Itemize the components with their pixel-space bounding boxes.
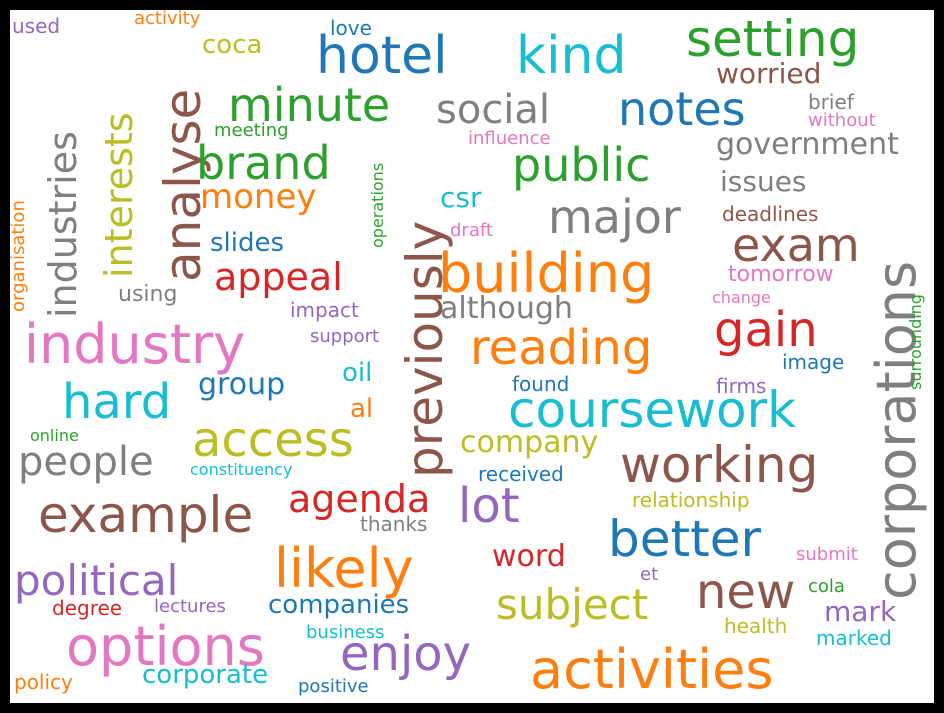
word-better: better	[608, 510, 762, 568]
word-subject: subject	[496, 580, 649, 629]
word-issues: issues	[720, 165, 807, 198]
word-exam: exam	[732, 218, 860, 272]
word-kind: kind	[516, 26, 627, 86]
word-lot: lot	[458, 478, 520, 534]
word-deadlines: deadlines	[722, 202, 819, 226]
word-word: word	[492, 539, 566, 574]
word-group: group	[198, 367, 286, 402]
word-mark: mark	[824, 595, 897, 628]
word-coca: coca	[202, 30, 263, 60]
word-reading: reading	[470, 320, 653, 376]
word-change: change	[712, 288, 771, 307]
word-minute: minute	[228, 78, 391, 132]
word-support: support	[310, 326, 380, 347]
word-business: business	[306, 622, 385, 643]
word-setting: setting	[686, 10, 860, 68]
word-brief: brief	[808, 90, 854, 114]
word-relationship: relationship	[632, 488, 750, 512]
word-found: found	[512, 372, 570, 396]
word-slides: slides	[210, 228, 285, 258]
word-cloud: activities building coursework previously co…	[10, 10, 934, 703]
word-access: access	[192, 412, 354, 468]
word-without: without	[808, 110, 876, 131]
word-industries: industries	[41, 131, 85, 318]
word-lectures: lectures	[154, 596, 226, 617]
word-hotel: hotel	[316, 26, 448, 86]
word-used: used	[12, 14, 61, 38]
word-hard: hard	[62, 374, 172, 430]
word-cola: cola	[808, 576, 845, 597]
word-tomorrow: tomorrow	[728, 262, 834, 287]
word-political: political	[14, 556, 179, 605]
word-working: working	[620, 436, 819, 494]
word-organisation: organisation	[10, 200, 29, 312]
word-government: government	[716, 127, 899, 162]
word-love: love	[330, 16, 372, 40]
word-building: building	[438, 242, 655, 305]
word-appeal: appeal	[214, 255, 343, 299]
word-surrounding: surrounding	[906, 294, 925, 390]
word-influence: influence	[468, 128, 551, 149]
word-operations: operations	[368, 162, 387, 248]
word-options: options	[66, 615, 265, 678]
word-interests: interests	[97, 112, 141, 278]
word-online: online	[30, 426, 79, 445]
word-constituency: constituency	[190, 460, 293, 479]
word-received: received	[478, 462, 564, 486]
word-agenda: agenda	[288, 477, 431, 521]
word-although: although	[440, 291, 573, 326]
word-new: new	[696, 564, 796, 620]
word-health: health	[724, 614, 788, 638]
word-csr: csr	[440, 181, 482, 214]
word-companies: companies	[268, 590, 410, 620]
word-notes: notes	[618, 82, 746, 136]
word-activities: activities	[530, 638, 774, 701]
word-money: money	[200, 177, 317, 217]
word-submit: submit	[796, 544, 858, 565]
word-al: al	[350, 394, 374, 424]
word-previously: previously	[396, 220, 454, 478]
word-major: major	[548, 190, 681, 244]
word-worried: worried	[716, 57, 822, 90]
word-firms: firms	[716, 374, 767, 398]
word-positive: positive	[298, 676, 369, 697]
word-using: using	[118, 282, 178, 307]
word-et: et	[640, 564, 659, 585]
word-corporate: corporate	[142, 660, 269, 690]
word-thanks: thanks	[360, 512, 428, 536]
word-people: people	[18, 439, 154, 485]
word-activity: activity	[134, 10, 201, 29]
word-industry: industry	[24, 313, 246, 376]
word-draft: draft	[450, 220, 493, 241]
word-oil: oil	[342, 358, 373, 388]
word-policy: policy	[14, 670, 73, 694]
word-coursework: coursework	[508, 381, 797, 439]
word-social: social	[436, 87, 551, 133]
word-image: image	[782, 350, 845, 374]
word-enjoy: enjoy	[340, 626, 472, 682]
word-example: example	[38, 486, 254, 544]
word-impact: impact	[290, 298, 359, 322]
word-public: public	[512, 138, 651, 192]
word-gain: gain	[714, 302, 818, 358]
word-meeting: meeting	[214, 120, 289, 141]
word-marked: marked	[816, 626, 892, 650]
word-company: company	[460, 425, 599, 460]
word-likely: likely	[274, 537, 414, 600]
word-degree: degree	[52, 596, 123, 620]
word-brand: brand	[196, 136, 331, 190]
